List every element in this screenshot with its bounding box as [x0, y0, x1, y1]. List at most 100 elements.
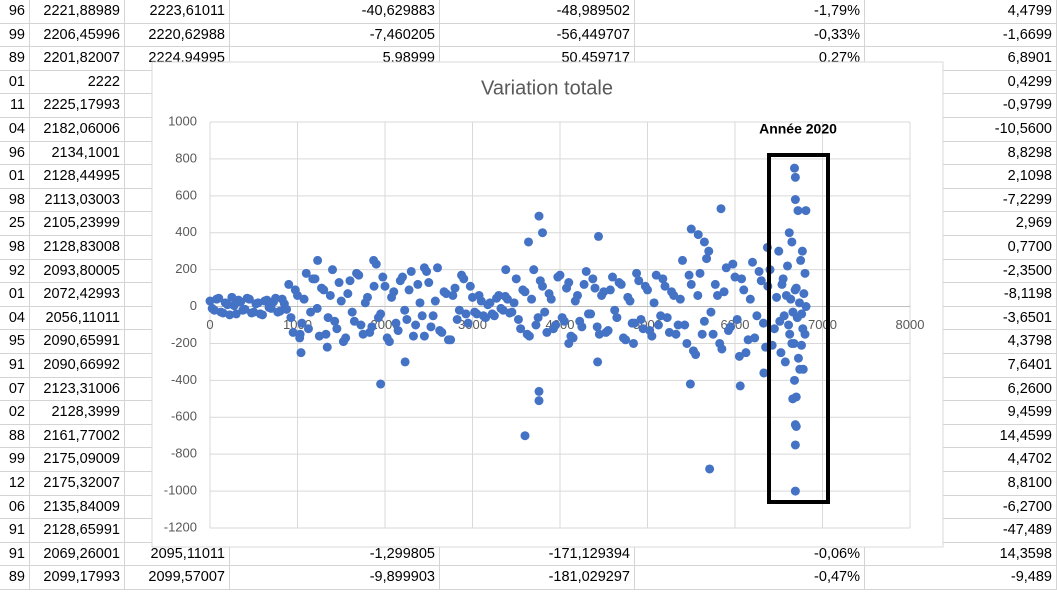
- point: [796, 255, 806, 265]
- point: [706, 307, 716, 317]
- point: [623, 292, 633, 302]
- point: [534, 211, 544, 221]
- y-tick-label: 800: [175, 150, 197, 165]
- cell: 2095,11011: [125, 542, 230, 567]
- point: [400, 357, 410, 367]
- point: [522, 329, 532, 339]
- cell: -171,129394: [440, 542, 635, 567]
- plot-area: -1200 -1000 -800 -600 -400 -200 0 200 400 600 800 1…: [164, 113, 925, 534]
- point: [290, 285, 300, 295]
- y-tick-label: 200: [175, 261, 197, 276]
- point: [590, 283, 600, 293]
- cell: 96: [0, 141, 30, 166]
- point: [295, 329, 305, 339]
- y-tick-label: 400: [175, 224, 197, 239]
- point: [216, 307, 226, 317]
- point: [463, 318, 473, 328]
- point: [688, 346, 698, 356]
- point: [286, 313, 296, 323]
- point: [251, 299, 261, 309]
- cell: 89: [0, 47, 30, 71]
- point: [380, 281, 390, 291]
- point: [680, 320, 690, 330]
- point: [369, 281, 379, 291]
- point: [790, 440, 800, 450]
- cell: 2069,26001: [30, 542, 125, 567]
- point: [544, 289, 554, 299]
- point: [632, 268, 642, 278]
- cell: 89: [0, 566, 30, 590]
- point: [797, 246, 807, 256]
- cell: 2105,23999: [30, 212, 125, 236]
- point: [779, 311, 789, 321]
- cell: 2220,62988: [125, 23, 230, 48]
- point: [345, 276, 355, 286]
- point: [376, 379, 386, 389]
- point: [783, 261, 792, 271]
- point: [774, 246, 784, 256]
- point: [754, 266, 764, 276]
- point: [780, 357, 790, 367]
- point: [618, 333, 628, 343]
- cell: 2175,32007: [30, 472, 125, 496]
- point: [369, 255, 379, 265]
- point: [413, 279, 423, 289]
- point: [296, 348, 306, 358]
- y-tick-label: 0: [190, 298, 197, 313]
- point: [685, 379, 695, 389]
- point: [511, 274, 521, 284]
- point: [776, 348, 786, 358]
- point: [702, 254, 712, 264]
- point: [581, 266, 591, 276]
- point: [553, 272, 563, 282]
- point: [682, 338, 692, 348]
- point: [557, 313, 567, 323]
- cell: 11: [0, 94, 30, 118]
- point: [801, 206, 811, 216]
- cell: 02: [0, 401, 30, 425]
- point: [699, 316, 709, 326]
- point: [518, 285, 528, 295]
- point: [529, 265, 539, 275]
- point: [614, 278, 624, 288]
- point: [212, 294, 222, 304]
- cell: 06: [0, 495, 30, 520]
- point: [415, 298, 425, 308]
- point: [784, 320, 794, 330]
- point: [448, 290, 458, 300]
- point: [487, 309, 497, 319]
- point: [330, 316, 340, 326]
- point: [705, 464, 715, 474]
- point: [583, 309, 593, 319]
- point: [419, 263, 429, 273]
- point: [716, 204, 726, 214]
- point: [520, 431, 530, 441]
- point: [417, 311, 427, 321]
- point: [496, 303, 506, 313]
- y-tick-label: -1200: [164, 519, 197, 534]
- point: [651, 270, 661, 280]
- cell: -48,989502: [440, 0, 635, 24]
- point: [428, 311, 438, 321]
- cell: 04: [0, 306, 30, 331]
- chart-title: Variation totale: [481, 77, 613, 99]
- point: [790, 195, 800, 205]
- point: [509, 298, 519, 308]
- point: [699, 237, 709, 247]
- point: [402, 314, 412, 324]
- point: [538, 228, 547, 238]
- point: [365, 327, 375, 337]
- point: [360, 298, 370, 308]
- point: [797, 340, 806, 350]
- point: [457, 270, 467, 280]
- point: [686, 224, 696, 234]
- point: [579, 279, 589, 289]
- point: [686, 279, 696, 289]
- point: [220, 298, 230, 308]
- point: [247, 308, 257, 318]
- point: [678, 255, 687, 265]
- point: [461, 309, 471, 319]
- point: [391, 318, 401, 328]
- point: [332, 324, 342, 334]
